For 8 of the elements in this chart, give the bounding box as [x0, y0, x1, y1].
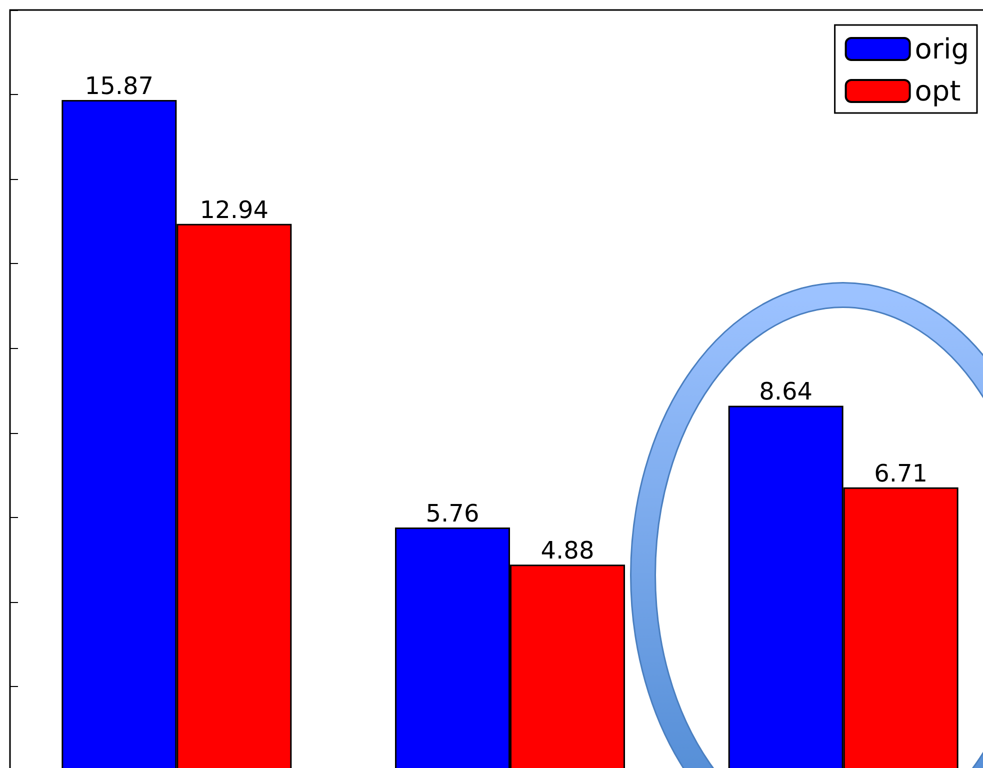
- data-label: 6.71: [874, 459, 928, 488]
- legend-label: orig: [914, 32, 970, 66]
- data-label: 5.76: [426, 499, 480, 528]
- data-label: 4.88: [540, 536, 594, 565]
- data-label: 12.94: [200, 196, 269, 224]
- legend-label: opt: [914, 74, 961, 108]
- data-label: 8.64: [759, 378, 813, 406]
- data-label: 15.87: [84, 72, 154, 100]
